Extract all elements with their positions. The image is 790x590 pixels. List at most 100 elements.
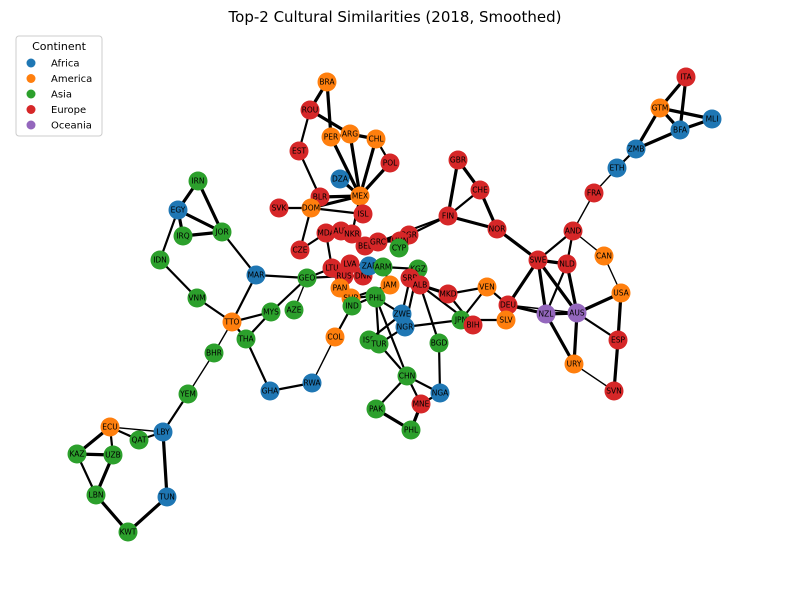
node-che: CHE — [470, 180, 490, 200]
node-label-lva: LVA — [343, 260, 357, 269]
legend-marker-america — [26, 74, 36, 83]
node-tha: THA — [236, 329, 256, 349]
node-marker-phl2 — [366, 288, 386, 308]
node-esp: ESP — [608, 330, 628, 350]
node-label-isl: ISL — [357, 210, 369, 219]
edge-lby-tun — [161, 430, 169, 499]
node-label-ltu: LTU — [325, 264, 338, 273]
node-deu: DEU — [498, 295, 518, 315]
node-label-phl2: PHL — [369, 294, 384, 303]
node-label-gha: GHA — [262, 387, 279, 396]
node-ury: URY — [564, 354, 584, 374]
node-label-nld2: NKR — [344, 230, 360, 239]
node-arg: ARG — [340, 124, 360, 144]
legend-marker-europe — [26, 105, 36, 114]
node-label-nga: NGA — [432, 389, 449, 398]
node-label-qat: QAT — [131, 436, 146, 445]
node-zaf: ZAF — [359, 256, 379, 276]
node-label-egy: EGY — [171, 206, 186, 215]
node-label-slv: SLV — [499, 316, 513, 325]
node-mex: MEX — [350, 186, 370, 206]
node-marker-lby — [153, 422, 173, 442]
node-chn: CHN — [397, 366, 417, 386]
node-marker-kaz — [67, 444, 87, 464]
node-label-bfa: BFA — [673, 126, 688, 135]
node-label-irq: IRQ — [176, 232, 189, 241]
node-gbr: GBR — [448, 150, 468, 170]
node-label-arg: ARG — [342, 130, 358, 139]
node-marker-fra — [584, 183, 604, 203]
node-label-che: CHE — [472, 186, 488, 195]
legend-marker-africa — [26, 58, 36, 68]
node-label-cze: CZE — [292, 246, 307, 255]
node-marker-mar — [246, 265, 266, 285]
node-label-bgd: BGD — [431, 339, 448, 348]
node-label-gbr: GBR — [450, 156, 466, 165]
node-label-vnm: VNM — [188, 294, 205, 303]
node-yem: YEM — [178, 384, 198, 404]
edge-phl2-chn — [374, 296, 409, 378]
node-marker-chn — [397, 366, 417, 386]
node-label-nor: NOR — [489, 225, 506, 234]
node-label-mar: MAR — [248, 271, 265, 280]
node-marker-chl — [366, 129, 386, 149]
node-bgd: BGD — [429, 333, 449, 353]
node-grc: GRC — [368, 232, 388, 252]
node-irq: IRQ — [173, 226, 193, 246]
node-label-and: AND — [565, 227, 582, 236]
node-bhr: BHR — [204, 343, 224, 363]
node-marker-nga — [430, 383, 450, 403]
node-est: EST — [289, 141, 309, 161]
node-label-alb: ALB — [413, 281, 427, 290]
node-rou: ROU — [300, 100, 320, 120]
node-mda: MDA — [316, 223, 336, 243]
node-label-tur: TUR — [370, 340, 386, 349]
node-pol: POL — [380, 153, 400, 173]
node-bfa: BFA — [670, 120, 690, 140]
node-nor: NOR — [487, 219, 507, 239]
node-label-idn: IDN — [153, 256, 167, 265]
node-label-mex: MEX — [352, 192, 368, 201]
node-label-gtm: GTM — [652, 104, 669, 113]
legend-title: Continent — [32, 40, 86, 53]
node-kaz: KAZ — [67, 444, 87, 464]
node-lby: LBY — [153, 422, 173, 442]
node-marker-phl — [401, 420, 421, 440]
node-marker-yem — [178, 384, 198, 404]
node-marker-uzb — [103, 445, 123, 465]
node-label-arm: ARM — [375, 263, 392, 272]
node-phl2: PHL — [366, 288, 386, 308]
node-marker-slv — [496, 310, 516, 330]
node-marker-jam — [380, 275, 400, 295]
node-marker-svn — [604, 381, 624, 401]
node-marker-ita — [676, 67, 696, 87]
node-label-pan: PAN — [333, 284, 348, 293]
legend-frame — [15, 35, 103, 137]
node-marker-mne — [411, 394, 431, 414]
node-pak: PAK — [366, 399, 386, 419]
node-label-nld: NLD — [559, 260, 575, 269]
node-marker-idn — [150, 250, 170, 270]
node-label-geo: GEO — [299, 274, 316, 283]
node-label-est: EST — [292, 147, 306, 156]
node-alb: ALB — [410, 275, 430, 295]
node-label-ind: IND — [345, 302, 359, 311]
legend-label-africa: Africa — [51, 59, 80, 70]
node-nga: NGA — [430, 383, 450, 403]
node-marker-bra — [317, 72, 337, 92]
node-label-pol: POL — [383, 159, 398, 168]
node-lbn: LBN — [86, 485, 106, 505]
node-label-can: CAN — [596, 252, 612, 261]
node-fra: FRA — [584, 183, 604, 203]
node-marker-irn — [188, 171, 208, 191]
node-marker-nld — [557, 254, 577, 274]
node-label-ury: URY — [567, 360, 582, 369]
node-label-lby: LBY — [156, 428, 170, 437]
node-mar: MAR — [246, 265, 266, 285]
node-label-bel: BEL — [358, 242, 373, 251]
node-label-aut: AUT — [333, 227, 349, 236]
node-col: COL — [325, 327, 345, 347]
node-marker-zmb — [626, 139, 646, 159]
node-label-ita: ITA — [680, 73, 692, 82]
node-label-bhr: BHR — [206, 349, 222, 358]
